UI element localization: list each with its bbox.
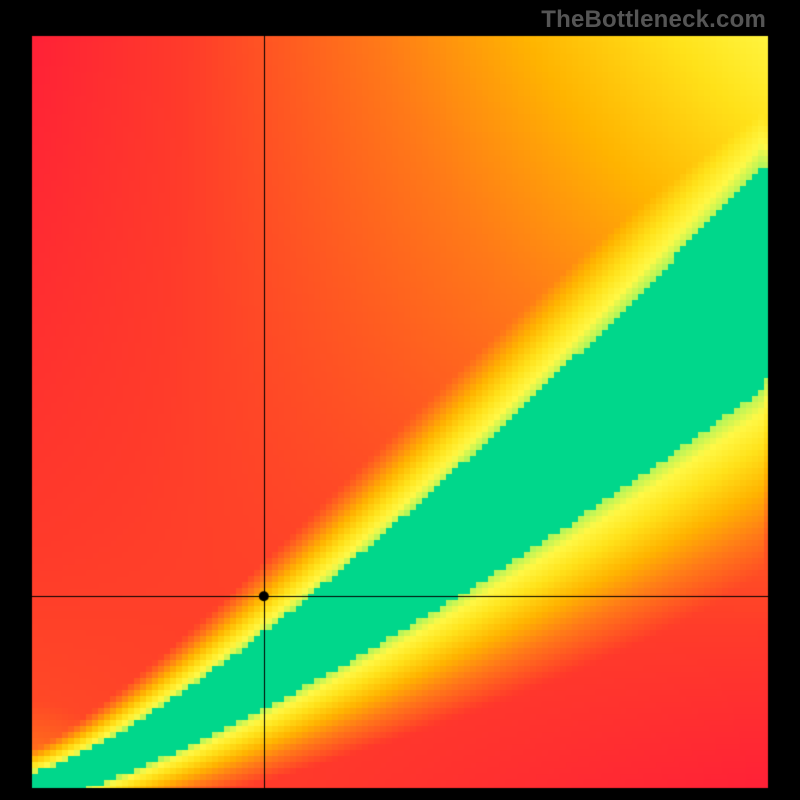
watermark-text: TheBottleneck.com [541,6,766,34]
bottleneck-heatmap [0,0,800,800]
